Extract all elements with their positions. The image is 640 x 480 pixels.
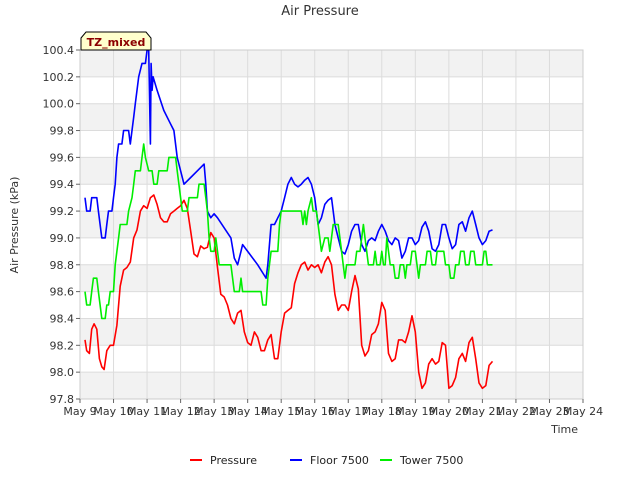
- series-line-pressure: [84, 194, 494, 390]
- y-tick-label: 98.2: [50, 339, 75, 352]
- x-tick-label: May 13: [194, 405, 234, 418]
- background-band: [80, 103, 583, 131]
- legend-label-pressure: Pressure: [210, 454, 257, 467]
- y-tick-label: 99.0: [50, 232, 75, 245]
- y-tick-label: 97.8: [50, 393, 75, 406]
- y-tick-label: 99.2: [50, 205, 75, 218]
- x-tick-label: May 17: [328, 405, 368, 418]
- x-tick-label: May 16: [295, 405, 335, 418]
- y-tick-label: 99.4: [50, 178, 75, 191]
- x-tick-label: May 10: [93, 405, 133, 418]
- x-tick-label: May 18: [362, 405, 402, 418]
- tz-badge-box: [80, 31, 152, 51]
- y-tick-label: 98.4: [50, 312, 75, 325]
- x-axis-label: Time: [550, 423, 578, 436]
- x-tick-label: May 14: [228, 405, 268, 418]
- series-line-floor-7500: [84, 49, 493, 280]
- legend: Pressure Floor 7500 Tower 7500: [190, 454, 463, 467]
- tz-badge-label: TZ_mixed: [87, 36, 146, 49]
- y-tick-label: 100.2: [43, 71, 75, 84]
- x-tick-label: May 9: [63, 405, 96, 418]
- y-axis-label: Air Pressure (kPa): [8, 177, 21, 274]
- background-band: [80, 50, 583, 77]
- y-tick-label: 98.6: [50, 286, 75, 299]
- tz-badge: TZ_mixed: [80, 31, 152, 51]
- y-tick-label: 99.8: [50, 125, 75, 138]
- x-tick-label: May 12: [160, 405, 200, 418]
- y-tick-label: 98.0: [50, 366, 75, 379]
- x-tick-label: May 11: [127, 405, 167, 418]
- y-tick-label: 100.0: [43, 98, 75, 111]
- x-tick-label: May 24: [563, 405, 603, 418]
- y-axis-ticks: 97.8 98.0 98.2 98.4 98.6 98.8 99.0 99.2 99.4 99.6…: [43, 44, 80, 406]
- chart-title: Air Pressure: [281, 4, 359, 19]
- x-tick-label: May 23: [529, 405, 569, 418]
- y-tick-label: 100.4: [43, 44, 75, 57]
- legend-label-tower-7500: Tower 7500: [399, 454, 463, 467]
- x-tick-label: May 21: [462, 405, 502, 418]
- x-tick-label: May 15: [261, 405, 301, 418]
- y-tick-label: 99.6: [50, 151, 75, 164]
- y-tick-label: 98.8: [50, 259, 75, 272]
- background-band: [80, 318, 583, 346]
- legend-label-floor-7500: Floor 7500: [310, 454, 369, 467]
- background-band: [80, 157, 583, 185]
- x-tick-label: May 20: [429, 405, 469, 418]
- plot-area: [79, 49, 584, 400]
- background-band: [80, 372, 583, 399]
- series-line-tower-7500: [84, 143, 493, 320]
- series-layer: [84, 49, 494, 390]
- x-tick-label: May 22: [496, 405, 536, 418]
- x-tick-label: May 19: [395, 405, 435, 418]
- plot-background-bands: [80, 50, 583, 399]
